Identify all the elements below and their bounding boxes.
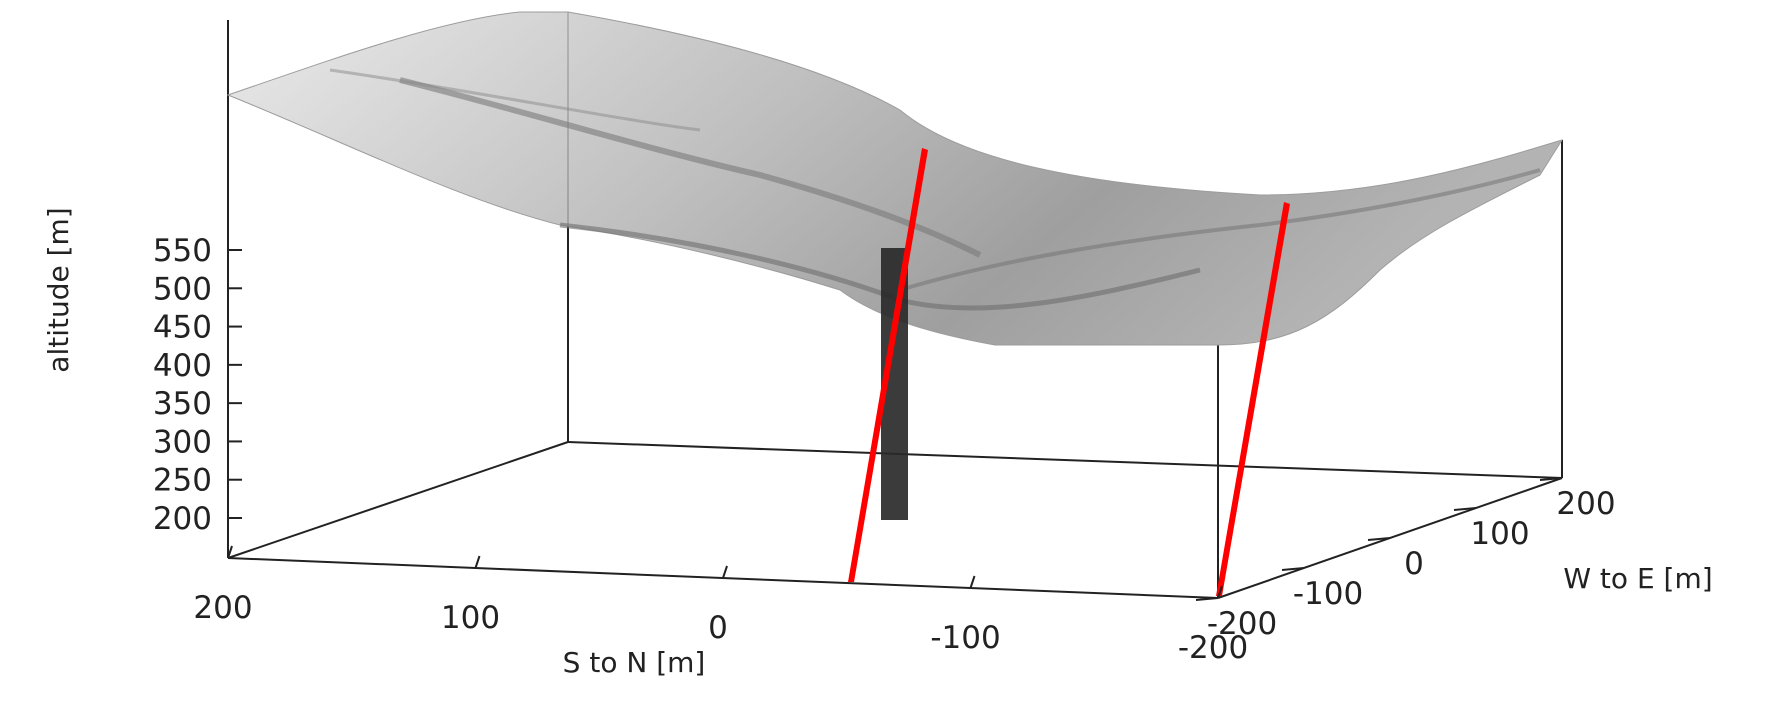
x-tick-0: [722, 565, 728, 579]
terrain-surface: [226, 11, 1564, 346]
y-tick-label--200: -200: [1207, 606, 1277, 642]
z-tick-label-500: 500: [153, 271, 212, 307]
x-tick-label--100: -100: [930, 620, 1000, 656]
z-tick-label-550: 550: [153, 233, 212, 269]
y-tick-label-0: 0: [1404, 546, 1424, 582]
y-tick--100: [1281, 567, 1305, 571]
terrain-ridge-line-3: [899, 168, 1541, 292]
y-axis-label: W to E [m]: [1563, 562, 1712, 595]
terrain-ridge-line-4: [329, 68, 701, 132]
y-tick-200: [1539, 477, 1563, 481]
x-tick-label-100: 100: [441, 600, 500, 636]
y-tick-label-100: 100: [1470, 516, 1529, 552]
z-tick-label-300: 300: [153, 424, 212, 460]
floor-back-edge: [567, 441, 1563, 479]
x-tick-100: [474, 555, 481, 569]
z-tick-label-250: 250: [153, 463, 212, 499]
terrain-surface-fill: [226, 11, 1564, 346]
floor-left-edge: [227, 441, 569, 559]
z-tick-label-450: 450: [153, 310, 212, 346]
y-axis-ticks: -200 -100 0 100 200: [1195, 477, 1616, 642]
x-axis-ticks: 200 100 0 -100 -200: [193, 545, 1248, 666]
z-axis-label: altitude [m]: [42, 207, 75, 372]
x-tick--200: [1217, 585, 1223, 599]
x-tick-200: [227, 545, 233, 559]
z-tick-label-350: 350: [153, 386, 212, 422]
red-plane-1: [848, 148, 928, 582]
y-tick-label-200: 200: [1556, 486, 1615, 522]
x-tick--100: [969, 575, 976, 589]
x-axis-label: S to N [m]: [563, 646, 706, 679]
y-tick-100: [1453, 507, 1477, 511]
z-tick-label-200: 200: [153, 501, 212, 537]
red-plane-2: [1216, 202, 1290, 596]
x-tick-label-200: 200: [193, 590, 252, 626]
z-tick-label-400: 400: [153, 348, 212, 384]
y-tick--200: [1195, 597, 1219, 601]
x-tick-label--200: -200: [1178, 630, 1248, 666]
x-tick-label-0: 0: [708, 610, 728, 646]
y-tick-0: [1367, 537, 1391, 541]
y-tick-label--100: -100: [1293, 576, 1363, 612]
